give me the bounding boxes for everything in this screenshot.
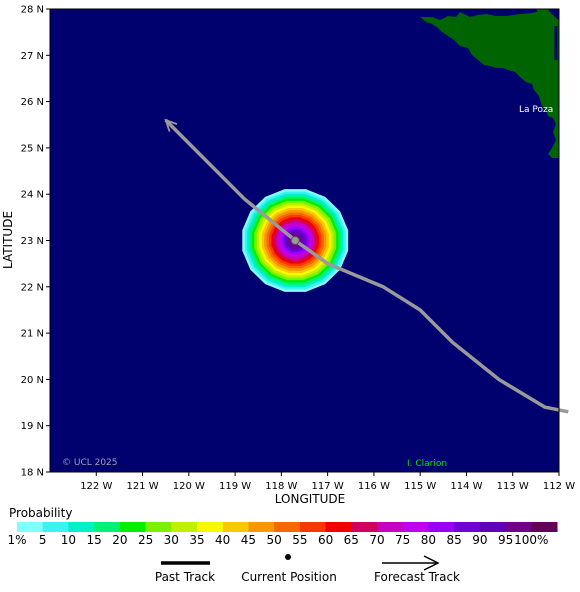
lat-tick-label: 20 N [21, 375, 44, 386]
lat-tick-label: 22 N [21, 282, 44, 293]
legend-swatch [299, 522, 327, 532]
legend-swatch [274, 522, 301, 532]
forecast-track-line [164, 118, 569, 414]
legend-label: 45 [241, 533, 256, 547]
probability-legend: Probability 1% 5 10 15 20 25 30 35 40 45 50 55 60 65 7… [7, 506, 558, 584]
legend-swatch [402, 522, 429, 532]
legend-labels: 1% 5 10 15 20 25 30 35 40 45 50 55 60 65 70 75 80 85 90 95 1… [7, 533, 548, 547]
copyright-label: © UCL 2025 [62, 458, 118, 468]
legend-swatch [479, 522, 507, 532]
lon-tick-label: 122 W [80, 481, 112, 492]
lon-tick-label: 120 W [173, 481, 205, 492]
legend-label: 90 [472, 533, 487, 547]
legend-swatch [222, 522, 249, 532]
legend-label: 10 [61, 533, 76, 547]
current-position-marker [290, 236, 300, 245]
lat-tick-label: 18 N [21, 468, 44, 479]
longitude-axis: 122 W 121 W 120 W 119 W 118 W 117 W 116 W 115 W… [80, 472, 575, 492]
lon-tick-label: 117 W [312, 481, 344, 492]
place-label-isla-clarion: I. Clarion [407, 459, 447, 469]
legend-label: 15 [86, 533, 101, 547]
legend-label: 65 [344, 533, 359, 547]
mainland-coast [536, 9, 559, 60]
legend-label: 80 [421, 533, 436, 547]
lat-tick-label: 23 N [21, 236, 44, 247]
lon-tick-label: 112 W [543, 481, 575, 492]
legend-swatch [428, 522, 455, 532]
legend-swatch [505, 522, 532, 532]
legend-label: 85 [446, 533, 461, 547]
lon-tick-label: 114 W [450, 481, 482, 492]
legend-label: 55 [292, 533, 307, 547]
lat-tick-label: 21 N [21, 329, 44, 340]
legend-swatch [325, 522, 352, 532]
lat-tick-label: 25 N [21, 143, 44, 154]
legend-swatch [68, 522, 95, 532]
forecast-track-arrowhead [164, 118, 178, 132]
x-axis-title: LONGITUDE [275, 492, 345, 506]
legend-swatch [197, 522, 224, 532]
legend-label: 1% [7, 533, 26, 547]
legend-title: Probability [9, 506, 72, 520]
legend-swatch [171, 522, 198, 532]
lat-tick-label: 26 N [21, 97, 44, 108]
past-track-label: Past Track [155, 570, 215, 584]
lat-tick-label: 28 N [21, 5, 44, 16]
legend-swatch [145, 522, 172, 532]
legend-swatch [351, 522, 378, 532]
legend-label: 95 [498, 533, 513, 547]
map-area: © UCL 2025 La Poza I. Clarion [49, 8, 569, 473]
legend-color-bar [17, 522, 558, 532]
legend-label: 75 [395, 533, 410, 547]
legend-swatch [531, 522, 558, 532]
legend-label: 30 [164, 533, 179, 547]
forecast-track-label: Forecast Track [374, 570, 460, 584]
lon-tick-label: 119 W [219, 481, 251, 492]
y-axis-title: LATITUDE [1, 211, 15, 269]
forecast-track-symbol-arrow [423, 555, 440, 571]
lon-tick-label: 116 W [358, 481, 390, 492]
legend-swatch [377, 522, 404, 532]
legend-label: 70 [369, 533, 384, 547]
lon-tick-label: 121 W [126, 481, 158, 492]
lon-tick-label: 113 W [497, 481, 529, 492]
lat-tick-label: 19 N [21, 421, 44, 432]
legend-label: 25 [138, 533, 153, 547]
legend-label: 20 [112, 533, 127, 547]
legend-label: 35 [189, 533, 204, 547]
legend-swatch [119, 522, 147, 532]
legend-swatch [94, 522, 121, 532]
legend-label: 40 [215, 533, 230, 547]
lat-tick-label: 24 N [21, 190, 44, 201]
legend-swatch [42, 522, 69, 532]
legend-swatch [454, 522, 481, 532]
legend-label: 60 [318, 533, 333, 547]
lat-tick-label: 27 N [21, 51, 44, 62]
legend-label: 100% [514, 533, 548, 547]
latitude-axis: 28 N 27 N 26 N 25 N 24 N 23 N 22 N 21 N 20 N 19 N… [21, 5, 50, 479]
legend-swatch [248, 522, 275, 532]
legend-label: 5 [39, 533, 47, 547]
legend-label: 50 [266, 533, 281, 547]
lon-tick-label: 115 W [404, 481, 436, 492]
lon-tick-label: 118 W [265, 481, 297, 492]
legend-swatch [17, 522, 44, 532]
baja-california-land [420, 10, 559, 158]
current-position-label: Current Position [241, 570, 337, 584]
current-position-symbol [285, 554, 291, 560]
place-label-la-poza: La Poza [519, 105, 553, 115]
